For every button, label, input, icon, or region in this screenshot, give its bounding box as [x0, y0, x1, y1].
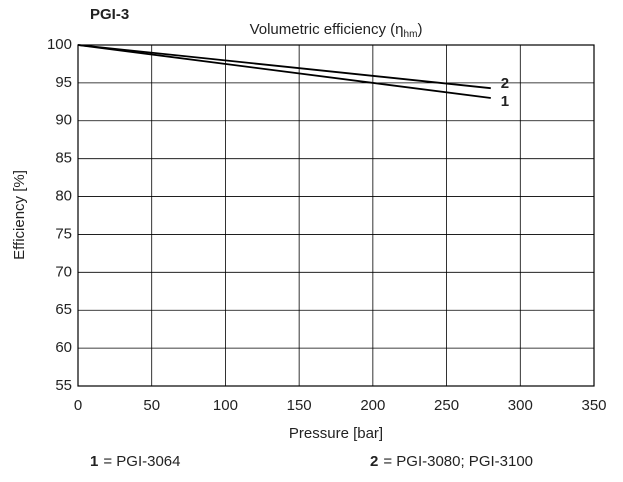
line-end-label: 1 — [501, 93, 509, 110]
x-tick-label: 250 — [434, 397, 459, 414]
legend-entry: 2 = PGI-3080; PGI-3100 — [370, 453, 533, 470]
y-tick-label: 80 — [55, 188, 72, 205]
x-tick-label: 100 — [213, 397, 238, 414]
legend-text: = PGI-3064 — [103, 453, 180, 470]
title-subscript: hm — [404, 29, 418, 40]
x-tick-label: 300 — [508, 397, 533, 414]
series-line — [77, 44, 491, 90]
x-tick-label: 150 — [287, 397, 312, 414]
y-tick-label: 75 — [55, 225, 72, 242]
y-tick-label: 100 — [47, 36, 72, 53]
x-tick-label: 350 — [581, 397, 606, 414]
legend-text: = PGI-3080; PGI-3100 — [383, 453, 533, 470]
y-tick-label: 65 — [55, 301, 72, 318]
title-main: Volumetric efficiency (η — [250, 21, 404, 38]
y-axis-label: Efficiency [%] — [11, 170, 28, 260]
x-tick-label: 0 — [74, 397, 82, 414]
y-tick-label: 60 — [55, 339, 72, 356]
series-line — [77, 44, 491, 99]
y-tick-label: 95 — [55, 74, 72, 91]
y-tick-label: 90 — [55, 112, 72, 129]
x-axis-label: Pressure [bar] — [289, 425, 383, 442]
legend-number: 2 — [370, 453, 378, 470]
title-end: ) — [417, 21, 422, 38]
y-tick-label: 55 — [55, 377, 72, 394]
plot-frame — [77, 44, 595, 387]
header: PGI-3 — [90, 6, 129, 23]
chart-title: Volumetric efficiency (ηhm) — [250, 21, 423, 40]
line-end-label: 2 — [501, 75, 509, 92]
x-tick-label: 200 — [360, 397, 385, 414]
y-tick-label: 70 — [55, 263, 72, 280]
y-tick-label: 85 — [55, 150, 72, 167]
x-tick-label: 50 — [143, 397, 160, 414]
legend-entry: 1 = PGI-3064 — [90, 453, 180, 470]
legend-number: 1 — [90, 453, 98, 470]
